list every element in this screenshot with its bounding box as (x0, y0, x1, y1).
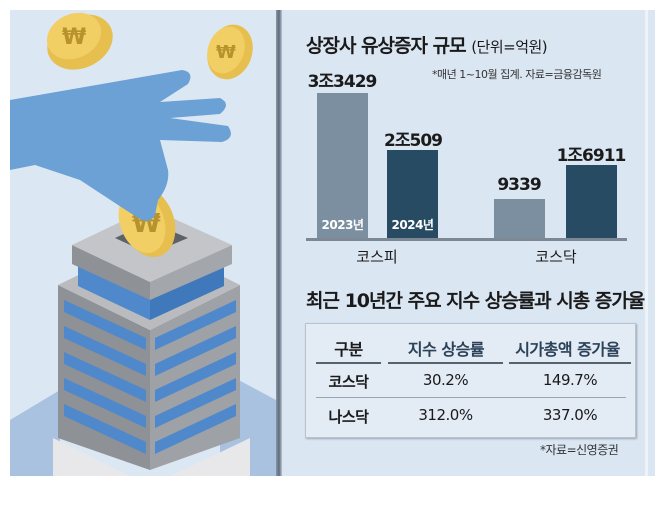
value-label-kosdaq-2023: 9339 (497, 175, 541, 195)
bar-kosdaq-2023 (494, 199, 545, 239)
svg-text:₩: ₩ (62, 25, 86, 50)
bar-kosdaq-2024 (566, 165, 617, 239)
value-label-kospi-2024: 2조509 (384, 131, 443, 151)
header-underline (388, 362, 503, 364)
comparison-table: 구분 지수 상승률 시가총액 증가율 코스닥 30.2% 149.7% 나스닥 … (305, 323, 636, 438)
table-header-index-growth: 지수 상승률 (407, 340, 485, 359)
header-underline (316, 362, 381, 364)
bar-kospi-2023 (317, 93, 368, 239)
table-header-marketcap-growth: 시가총액 증가율 (515, 340, 620, 359)
windows-left (64, 300, 146, 454)
illustration-hand-coins-building: ₩ ₩ ₩ (10, 10, 276, 476)
table-row-nasdaq-index: 312.0% (418, 406, 473, 424)
windows-right (155, 300, 236, 454)
table-row-nasdaq-name: 나스닥 (328, 408, 369, 426)
building-base (53, 438, 250, 476)
year-label-2024: 2024년 (391, 218, 434, 232)
table-row-kosdaq-index: 30.2% (422, 371, 469, 389)
svg-text:₩: ₩ (216, 42, 236, 63)
category-label-kospi: 코스피 (356, 248, 398, 266)
ground-left-shape (10, 390, 60, 476)
chart-title-text: 상장사 유상증자 규모 (306, 35, 467, 57)
illustration-svg: ₩ ₩ ₩ (10, 12, 276, 476)
bar-kospi-2024 (387, 150, 438, 239)
chart-unit: (단위=억원) (471, 38, 548, 56)
panel-divider (276, 10, 282, 476)
chart-note: *매년 1~10월 집계. 자료=금융감독원 (432, 68, 602, 81)
header-underline (509, 362, 631, 364)
panel-right-edge (645, 10, 648, 476)
chart-title: 상장사 유상증자 규모 (단위=억원) (306, 31, 548, 58)
row-divider (316, 397, 626, 398)
year-label-2023: 2023년 (321, 218, 364, 232)
hand-icon (10, 70, 231, 221)
box-left (72, 245, 150, 300)
table-source: *자료=신영증권 (540, 443, 619, 457)
value-label-kospi-2023: 3조3429 (307, 72, 378, 92)
category-label-kosdaq: 코스닥 (535, 248, 577, 266)
table-title: 최근 10년간 주요 지수 상승률과 시총 증가율 (306, 290, 645, 312)
chart-baseline (306, 238, 627, 241)
table-row-kosdaq-mcap: 149.7% (542, 371, 598, 389)
table-row-nasdaq-mcap: 337.0% (542, 406, 598, 424)
table-row-kosdaq-name: 코스닥 (328, 373, 369, 391)
box-right (150, 245, 232, 300)
value-label-kosdaq-2024: 1조6911 (556, 146, 627, 166)
table-header-category: 구분 (334, 340, 363, 359)
